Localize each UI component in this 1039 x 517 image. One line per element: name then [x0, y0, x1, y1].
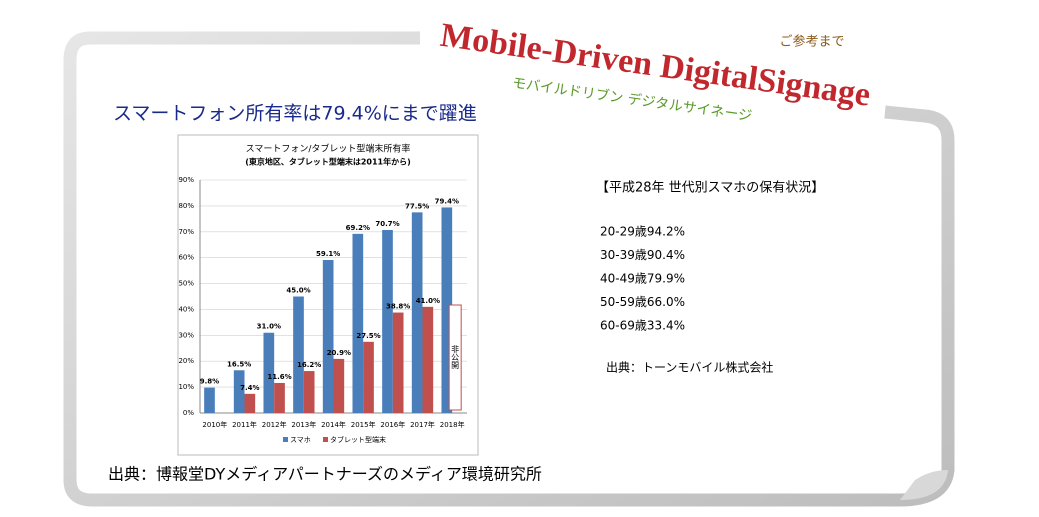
value-label: 79.4%: [435, 197, 459, 205]
y-tick-label: 20%: [178, 357, 194, 365]
panel-title: 【平成28年 世代別スマホの保有状況】: [596, 181, 824, 196]
banner-note: ご参考まで: [779, 34, 844, 50]
chart-subtitle: (東京地区、タブレット型端末は2011年から): [245, 157, 411, 167]
footer: 出典：博報堂DYメディアパートナーズのメディア環境研究所: [108, 465, 542, 484]
y-tick-label: 40%: [178, 305, 194, 313]
bar: [274, 382, 285, 413]
bar: [392, 312, 404, 413]
x-tick-label: 2016年: [380, 420, 405, 429]
value-label: 11.6%: [267, 373, 291, 381]
chart-title: スマートフォン/タブレット型端末所有率: [246, 143, 411, 155]
value-label: 70.7%: [375, 220, 399, 228]
bar: [352, 233, 364, 413]
legend-label: スマホ: [290, 436, 311, 444]
x-tick-label: 2011年: [232, 420, 257, 429]
x-tick-label: 2010年: [202, 420, 227, 429]
value-label: 38.8%: [386, 303, 410, 311]
panel-item: 20-29歳94.2%: [600, 225, 685, 239]
legend-swatch: [283, 437, 288, 442]
x-tick-label: 2013年: [291, 420, 316, 429]
bar: [263, 332, 275, 413]
value-label: 16.2%: [297, 361, 321, 369]
page-curl: [900, 470, 948, 500]
bar: [363, 341, 374, 413]
value-label: 27.5%: [356, 332, 380, 340]
value-label: 16.5%: [227, 360, 251, 368]
panel-items: 20-29歳94.2% 30-39歳90.4% 40-49歳79.9% 50-59歳6…: [600, 225, 685, 333]
annotation-box: [448, 304, 462, 411]
annotation: 非公開: [451, 344, 460, 370]
y-tick-label: 10%: [178, 383, 194, 391]
value-label: 77.5%: [405, 202, 429, 210]
bar: [303, 371, 315, 413]
bar: [244, 393, 256, 413]
value-label: 31.0%: [257, 323, 281, 331]
bar: [441, 207, 453, 413]
x-tick-label: 2012年: [262, 420, 287, 429]
bar: [322, 259, 334, 413]
x-tick-label: 2018年: [440, 420, 465, 429]
bar: [382, 229, 393, 413]
value-label: 41.0%: [416, 297, 440, 305]
value-label: 69.2%: [346, 224, 370, 232]
panel-item: 30-39歳90.4%: [600, 248, 685, 262]
panel-item: 50-59歳66.0%: [600, 295, 685, 309]
panel-source: 出典：トーンモバイル株式会社: [606, 360, 773, 375]
y-tick-label: 80%: [178, 202, 194, 210]
bar: [204, 387, 215, 413]
bar: [293, 296, 304, 413]
y-tick-label: 50%: [178, 280, 194, 288]
bar: [422, 306, 434, 413]
x-tick-label: 2017年: [410, 420, 435, 429]
panel-item: 40-49歳79.9%: [600, 272, 685, 286]
x-tick-label: 2015年: [351, 420, 376, 429]
legend-label: タブレット型端末: [330, 435, 386, 444]
heading: スマートフォン所有率は79.4%にまで躍進: [113, 103, 477, 125]
value-label: 9.8%: [200, 378, 219, 386]
y-tick-label: 0%: [183, 409, 194, 417]
value-label: 20.9%: [327, 349, 351, 357]
y-tick-label: 70%: [178, 228, 194, 236]
legend-swatch: [323, 437, 328, 442]
value-label: 7.4%: [240, 384, 259, 392]
value-label: 59.1%: [316, 250, 340, 258]
bar: [333, 358, 345, 413]
y-tick-label: 90%: [178, 176, 194, 184]
bar: [233, 370, 245, 413]
x-tick-label: 2014年: [321, 420, 346, 429]
y-tick-label: 30%: [178, 331, 194, 339]
bar: [411, 212, 423, 413]
value-label: 45.0%: [286, 287, 310, 295]
y-tick-label: 60%: [178, 254, 194, 262]
panel-item: 60-69歳33.4%: [600, 319, 685, 333]
chart: 0% 10% 20% 30% 40% 50% 60% 70% 80% 90% 2010年 9.8% 20…: [178, 176, 467, 444]
